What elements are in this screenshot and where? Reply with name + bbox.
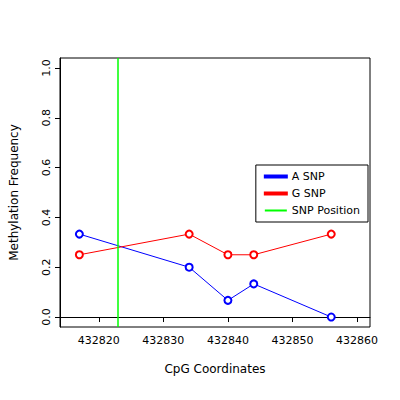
svg-text:0.0: 0.0 [40, 308, 53, 326]
svg-text:G SNP: G SNP [292, 187, 326, 200]
svg-text:SNP Position: SNP Position [292, 204, 360, 217]
svg-text:0.2: 0.2 [40, 258, 53, 276]
svg-text:CpG Coordinates: CpG Coordinates [164, 362, 265, 376]
svg-text:A SNP: A SNP [292, 170, 325, 183]
svg-text:0.6: 0.6 [40, 159, 53, 177]
svg-text:432860: 432860 [336, 334, 378, 347]
svg-text:0.8: 0.8 [40, 109, 53, 127]
svg-text:Methylation Frequency: Methylation Frequency [7, 124, 21, 261]
svg-text:0.4: 0.4 [40, 209, 53, 227]
svg-text:1.0: 1.0 [40, 59, 53, 77]
svg-text:432830: 432830 [142, 334, 184, 347]
svg-text:432840: 432840 [207, 334, 249, 347]
svg-text:432820: 432820 [78, 334, 120, 347]
svg-text:432850: 432850 [272, 334, 314, 347]
